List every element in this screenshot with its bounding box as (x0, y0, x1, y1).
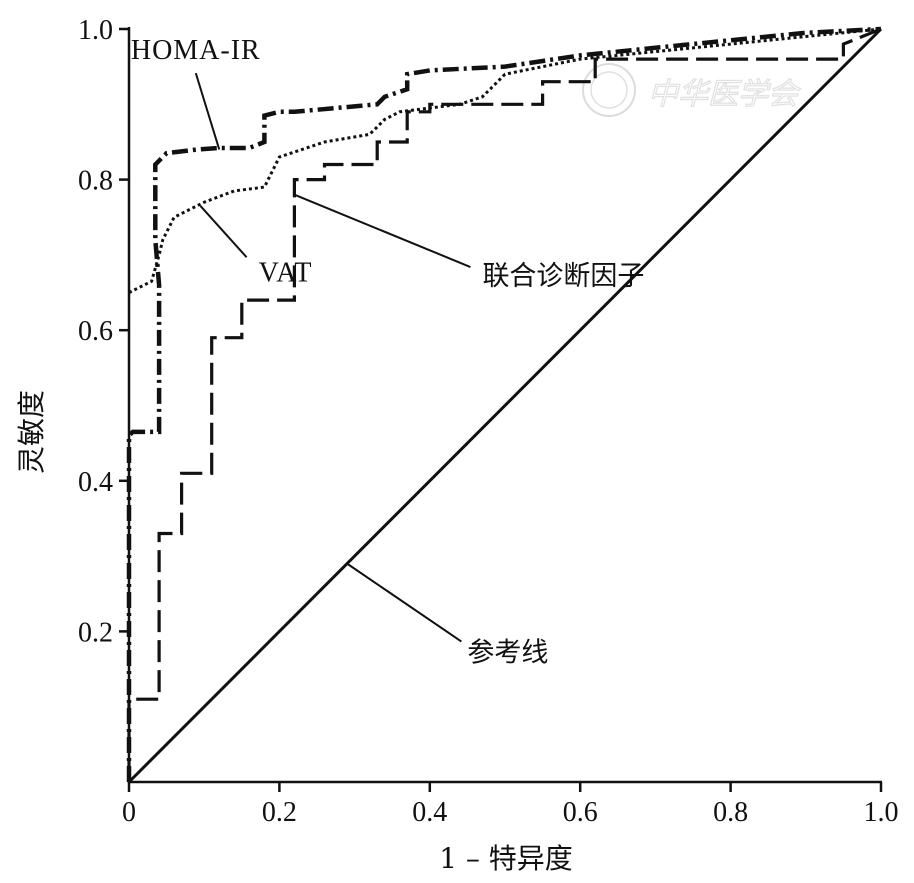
y-tick-label: 0.2 (78, 617, 113, 648)
annotation-leader-line (294, 193, 471, 268)
watermark-logo: 中华医学会 (582, 63, 802, 117)
annotation-label: 参考线 (467, 638, 548, 669)
y-tick-label: 1.0 (78, 15, 113, 46)
annotation-label: 联合诊断因子 (482, 261, 644, 292)
ticks: 0 0.2 0.4 0.6 0.8 1.0 0.2 0.4 0.6 0.8 1.0 (78, 15, 899, 828)
series-line (126, 26, 882, 782)
x-tick-label: 0.8 (713, 797, 748, 828)
series-line (127, 27, 882, 782)
x-axis-title: 1 – 特异度 (439, 842, 573, 875)
y-tick-label: 0.8 (78, 166, 113, 197)
annotation-leader-line (199, 205, 248, 258)
x-tick-label: 0.2 (262, 797, 297, 828)
x-tick-label: 1.0 (864, 797, 899, 828)
y-tick-label: 0.4 (78, 467, 113, 498)
x-tick-label: 0.4 (412, 797, 447, 828)
x-tick-label: 0 (122, 797, 136, 828)
annotation-label: HOMA-IR (131, 35, 261, 66)
annotation-leader-line (194, 72, 221, 150)
series-group (126, 26, 883, 784)
y-axis-title: 灵敏度 (15, 390, 48, 474)
annotation-label: VAT (259, 257, 313, 288)
series-line (127, 27, 883, 784)
watermark-text: 中华医学会 (648, 77, 801, 112)
annotation-leader-line (346, 562, 462, 643)
series-line (128, 27, 882, 294)
y-tick-label: 0.6 (78, 316, 113, 347)
x-tick-label: 0.6 (563, 797, 598, 828)
